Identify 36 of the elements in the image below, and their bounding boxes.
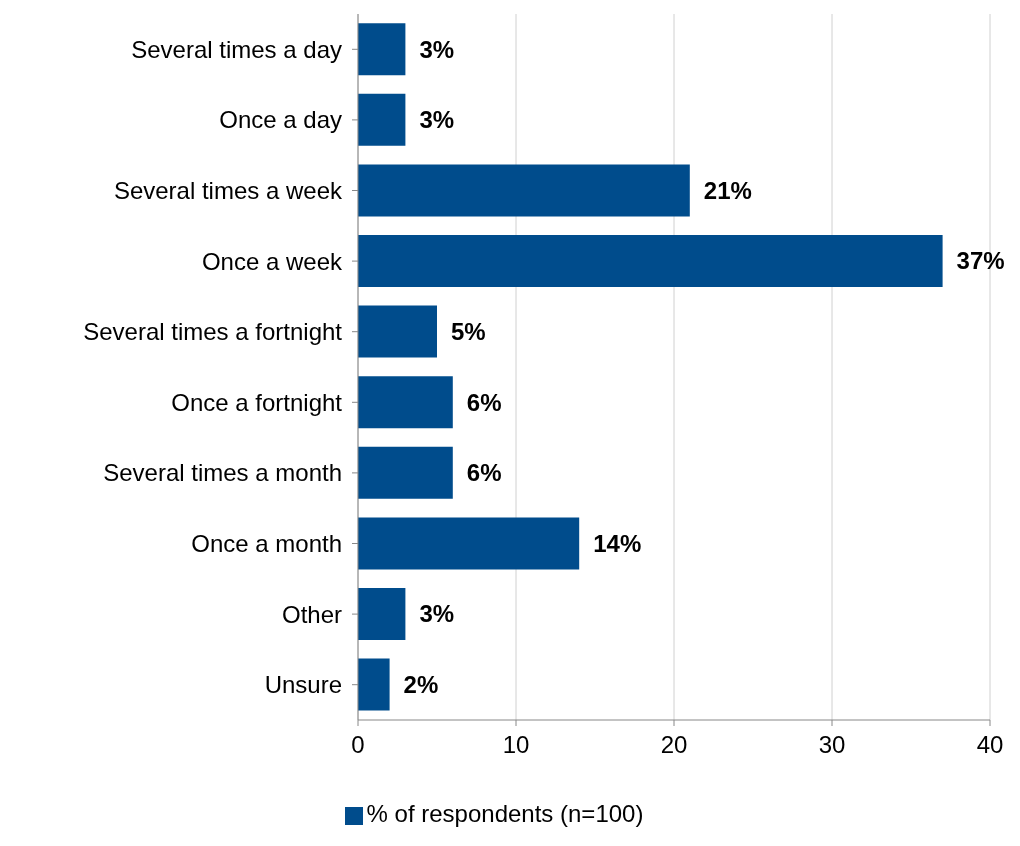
data-label: 37% [956,247,1005,275]
data-label: 3% [419,35,455,63]
y-tick-label: Several times a week [113,177,343,205]
bar [358,305,437,358]
bar [358,164,690,217]
x-tick-label: 30 [818,731,846,759]
y-tick-label: Several times a month [103,459,342,487]
data-label: 3% [419,600,455,628]
data-label: 5% [451,317,486,345]
data-label: 6% [466,459,502,487]
bar [358,93,406,146]
data-label: 3% [419,106,455,134]
y-tick-label: Once a day [219,106,342,134]
bar [358,376,453,429]
data-label: 2% [403,670,439,698]
bar [358,658,390,711]
bar [358,517,580,570]
y-tick-label: Several times a fortnight [83,318,343,346]
y-tick-label: Other [281,600,342,628]
x-tick-label: 20 [660,731,688,759]
legend-label: % of respondents (n=100) [366,800,644,827]
x-tick-label: 10 [502,731,530,759]
bar [358,234,943,287]
y-tick-label: Once a fortnight [171,388,343,416]
x-tick-label: 0 [351,731,365,759]
y-tick-label: Several times a day [131,35,342,63]
data-label: 14% [593,529,642,557]
x-tick-label: 40 [976,731,1004,759]
bar [358,446,453,499]
y-tick-label: Unsure [264,671,342,699]
data-label: 6% [466,388,502,416]
bar [358,23,406,76]
data-label: 21% [703,176,752,204]
y-tick-label: Once a week [201,247,343,275]
bar [358,587,406,640]
y-tick-label: Once a month [191,530,342,558]
